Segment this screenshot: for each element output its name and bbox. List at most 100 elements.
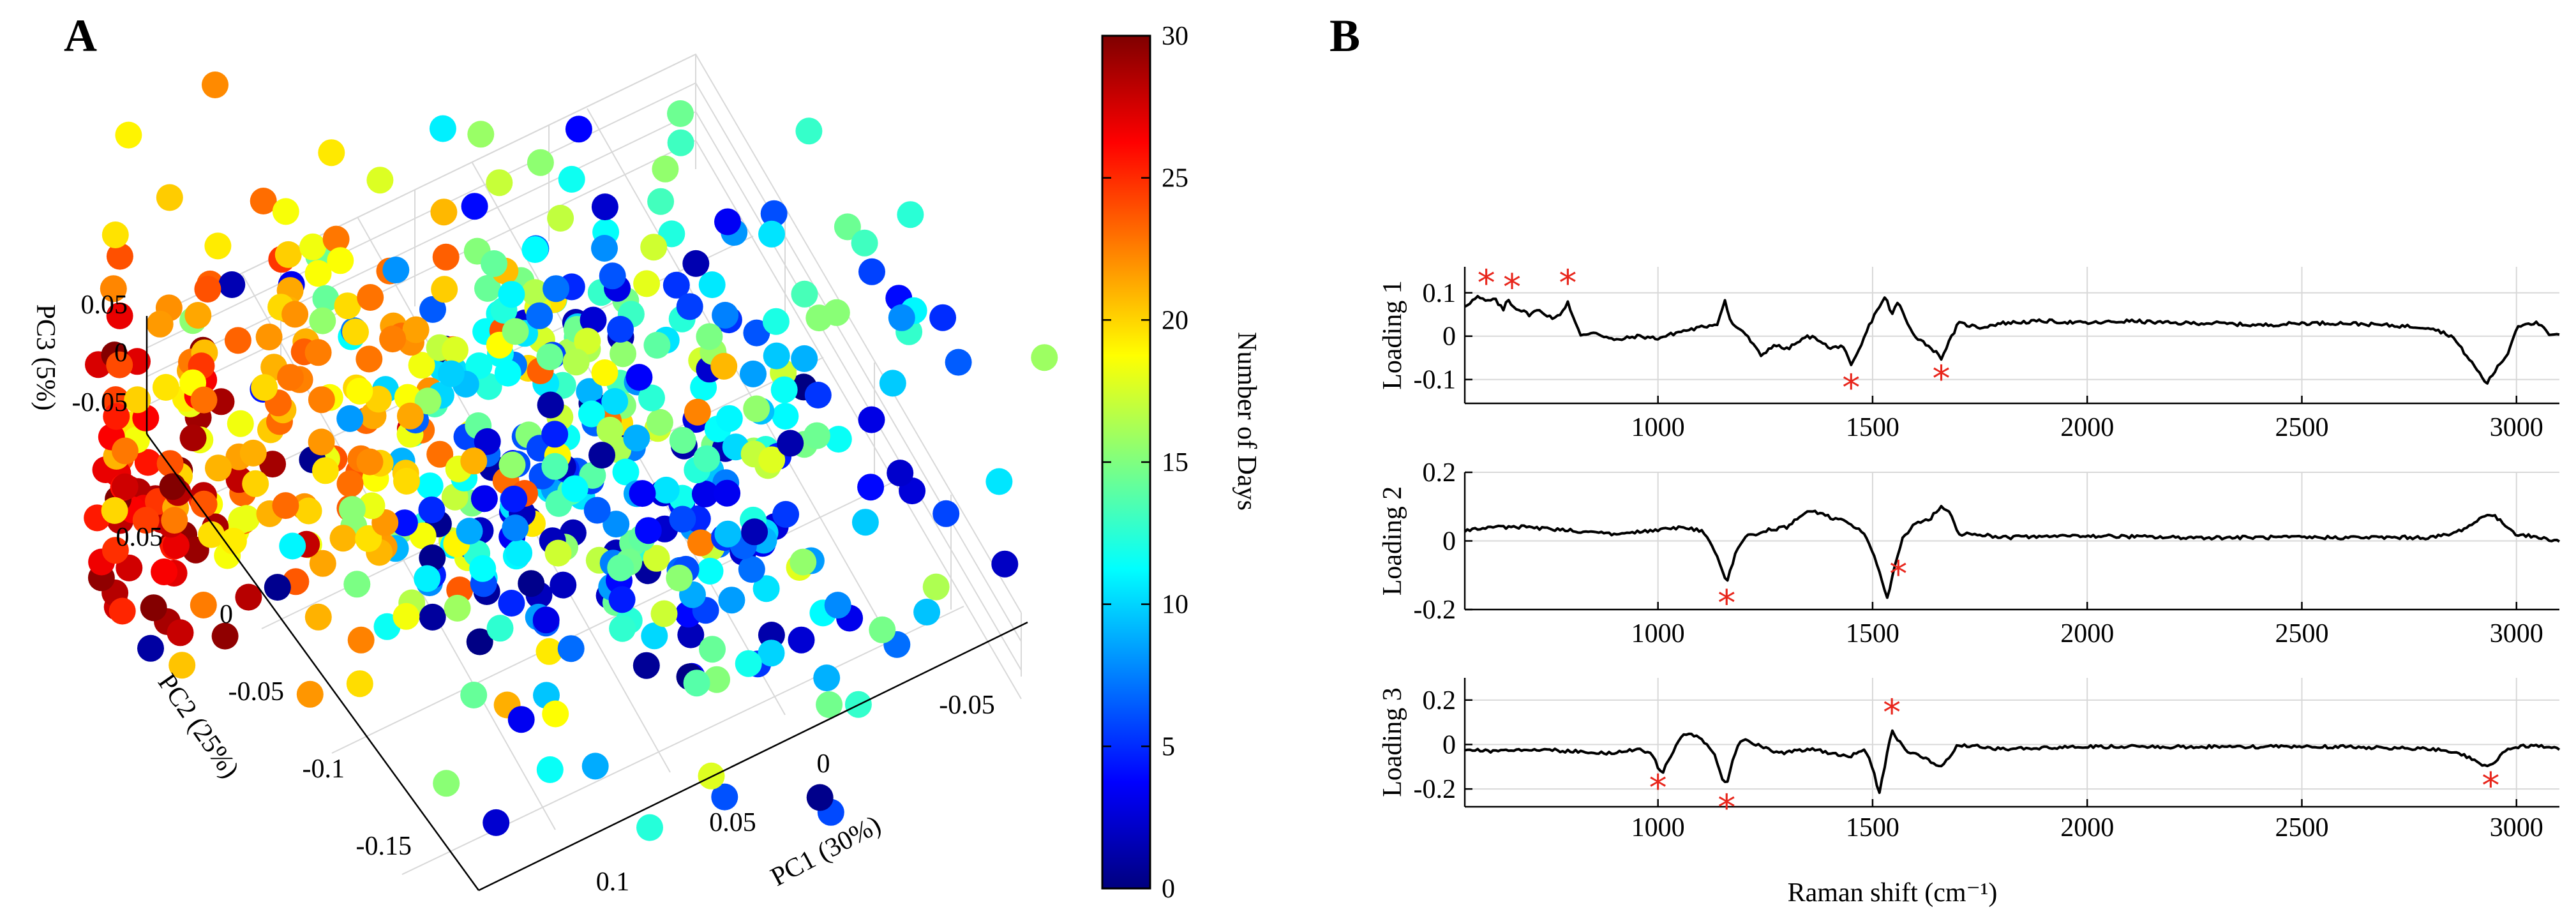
scatter-point [535, 638, 563, 665]
scatter-point [607, 315, 634, 343]
scatter-point [336, 405, 364, 432]
scatter-point [408, 352, 435, 379]
scatter-point [703, 666, 730, 693]
scatter-point [264, 574, 291, 601]
scatter-point [382, 257, 410, 283]
colorbar-ticks: 0 5 10 15 20 25 30 [1102, 22, 1188, 904]
x-tick-label: 2500 [2275, 619, 2328, 648]
scatter-point [588, 442, 615, 469]
scatter-point [945, 348, 972, 376]
scatter-point [788, 626, 815, 654]
x-tick-label: 2500 [2275, 813, 2328, 842]
x-tick-label: 3000 [2490, 813, 2543, 842]
scatter-point [419, 296, 446, 323]
scatter-point [596, 416, 624, 444]
scatter-point [391, 509, 418, 537]
pc3-axis-label: PC3 (5%) [31, 304, 60, 411]
scatter-point [430, 198, 458, 226]
scatter-point [311, 457, 339, 484]
x-tick-label: 1000 [1631, 619, 1685, 648]
scatter-point [500, 485, 528, 513]
loading-panel-3: -0.2 0 0.2 1000 1500 2000 2500 3000 Loading 3 * * *… [1378, 678, 2561, 842]
scatter-point [652, 155, 679, 183]
scatter-point [888, 304, 915, 331]
scatter-point [711, 783, 738, 811]
x-tick-label: 1500 [1846, 619, 1899, 648]
scatter-point [433, 770, 460, 797]
scatter-point [202, 71, 228, 98]
loading-ylabel: Loading 1 [1378, 280, 1407, 389]
scatter-point [151, 558, 178, 585]
scatter-point [467, 121, 495, 148]
pc3-tick-labels: 0.05 0 -0.05 [72, 290, 128, 417]
scatter-point [583, 497, 611, 524]
scatter-point [699, 636, 726, 663]
scatter-point [366, 167, 394, 194]
scatter-point [109, 597, 136, 625]
scatter-point [338, 496, 366, 523]
scatter-point [184, 302, 212, 329]
x-tick-label: 2000 [2060, 619, 2114, 648]
scatter-point [683, 670, 710, 697]
scatter-point [542, 700, 569, 728]
scatter3d-points [84, 71, 1058, 841]
scatter-point [824, 592, 851, 619]
scatter-point [140, 594, 167, 622]
scatter-point [557, 635, 585, 663]
scatter-point [758, 640, 785, 667]
scatter-point [714, 479, 741, 507]
scatter-point [682, 250, 710, 277]
scatter-point [541, 453, 569, 480]
scatter-point [115, 121, 142, 149]
scatter-point [322, 225, 350, 253]
scatter-point [574, 327, 601, 355]
scatter-point [456, 518, 483, 545]
pc1-tick-label: 0.1 [596, 867, 630, 897]
scatter-point [991, 550, 1019, 578]
y-tick-label: 0.2 [1423, 686, 1456, 715]
scatter-point [295, 497, 322, 525]
panel-b-letter: B [1329, 10, 1360, 61]
pc2-tick-labels: 0.05 0 -0.05 -0.1 -0.15 [116, 523, 412, 861]
x-tick-label: 3000 [2490, 413, 2543, 442]
scatter-point [929, 304, 957, 331]
scatter-point [652, 476, 680, 504]
scatter-point [580, 306, 607, 334]
scatter-point [758, 446, 786, 474]
scatter-point [932, 500, 960, 527]
scatter-point [444, 594, 471, 622]
scatter-point [507, 706, 535, 733]
scatter-point [803, 422, 830, 449]
scatter-point [791, 345, 818, 372]
peak-marker: * [1478, 262, 1495, 304]
scatter-point [309, 307, 336, 334]
pc1-axis-line [478, 621, 1028, 892]
scatter-point [309, 550, 336, 577]
pc2-tick-label: -0.15 [356, 832, 412, 861]
scatter-point [198, 521, 225, 548]
y-tick-label: 0 [1442, 730, 1456, 760]
scatter-point [347, 626, 375, 654]
scatter-point [224, 327, 251, 354]
peak-marker: * [1842, 367, 1860, 408]
scatter-point [277, 364, 304, 391]
scatter-point [676, 293, 703, 320]
scatter-point [194, 276, 221, 303]
pc2-tick-label: -0.05 [228, 677, 285, 707]
scatter-point [426, 440, 454, 468]
scatter-point [414, 565, 441, 592]
scatter-point [887, 460, 914, 487]
peak-marker: * [1718, 583, 1735, 624]
scatter-point [132, 507, 160, 534]
scatter-point [318, 139, 345, 167]
scatter-point [474, 428, 501, 455]
scatter-point [518, 570, 545, 597]
pc3-tick-label: 0.05 [81, 290, 128, 320]
scatter-point [741, 518, 768, 546]
scatter-point [227, 410, 254, 437]
scatter-point [162, 532, 190, 559]
scatter-point [346, 377, 373, 405]
x-tick-label: 1500 [1846, 813, 1899, 842]
scatter-point [502, 514, 529, 542]
